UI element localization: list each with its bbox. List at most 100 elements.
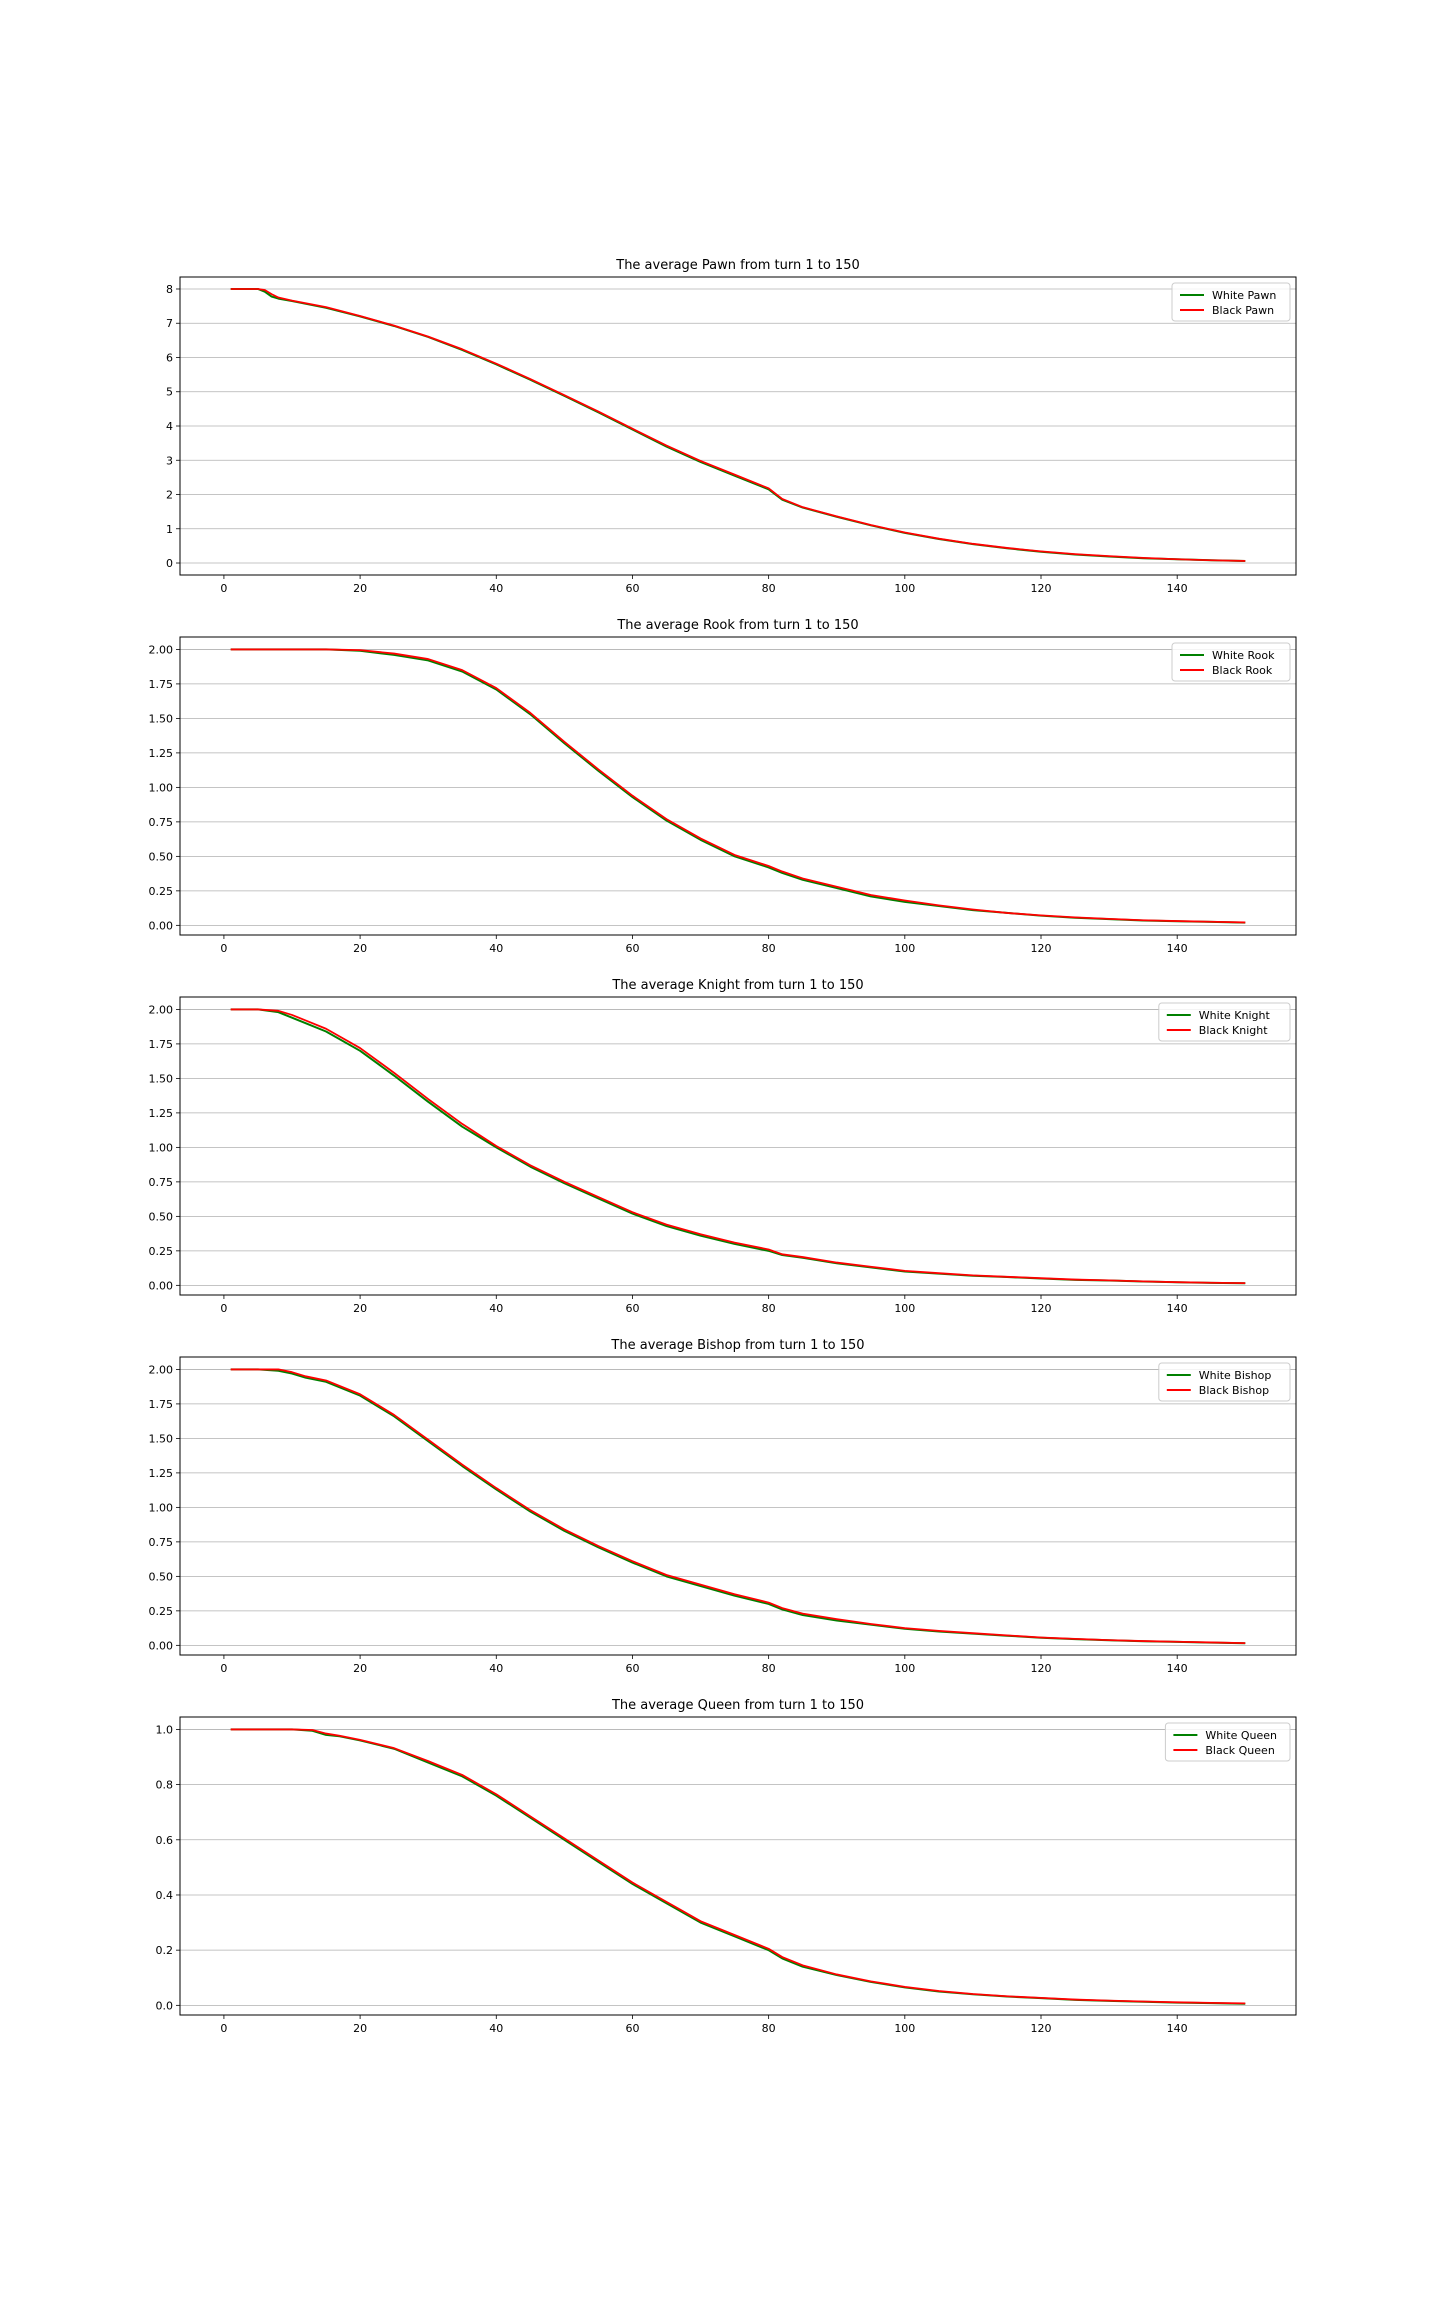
y-tick-label: 0.75 <box>149 1176 174 1189</box>
series-line-black-bishop <box>230 1368 1246 1645</box>
x-tick-label: 40 <box>489 942 503 955</box>
x-tick-label: 0 <box>220 942 227 955</box>
axes-frame <box>179 636 1297 936</box>
y-tick-label: 0.25 <box>149 1605 174 1618</box>
y-tick-label: 2.00 <box>149 1003 174 1016</box>
x-tick-label: 120 <box>1031 2022 1052 2035</box>
x-tick-label: 60 <box>625 942 639 955</box>
legend-label: Black Rook <box>1212 664 1273 677</box>
legend-label: White Queen <box>1205 1729 1277 1742</box>
y-tick-label: 1.75 <box>149 678 174 691</box>
y-tick-label: 2.00 <box>149 1363 174 1376</box>
series-line-black-knight <box>230 1008 1246 1285</box>
x-tick-label: 60 <box>625 1302 639 1315</box>
chart-title: The average Pawn from turn 1 to 150 <box>615 258 860 273</box>
x-tick-label: 40 <box>489 1302 503 1315</box>
legend-label: White Bishop <box>1199 1369 1272 1382</box>
y-tick-label: 1.50 <box>149 712 174 725</box>
x-tick-label: 80 <box>762 1662 776 1675</box>
legend-label: White Knight <box>1199 1009 1271 1022</box>
legend-label: Black Bishop <box>1199 1384 1269 1397</box>
legend-box <box>1164 1722 1291 1762</box>
y-tick-label: 2.00 <box>149 643 174 656</box>
legend: White Rook Black Rook <box>1171 642 1291 682</box>
y-tick-label: 1.00 <box>149 781 174 794</box>
x-tick-label: 120 <box>1031 1662 1052 1675</box>
y-tick-label: 1.75 <box>149 1398 174 1411</box>
y-tick-label: 1.25 <box>149 1467 174 1480</box>
y-tick-label: 0.0 <box>156 1999 174 2012</box>
x-tick-label: 140 <box>1167 1302 1188 1315</box>
y-tick-label: 0.2 <box>156 1944 174 1957</box>
chart-3: The average Knight from turn 1 to 150 0.0… <box>149 978 1297 1315</box>
x-tick-label: 120 <box>1031 582 1052 595</box>
x-tick-label: 80 <box>762 2022 776 2035</box>
x-tick-label: 20 <box>353 942 367 955</box>
x-tick-label: 60 <box>625 582 639 595</box>
chart-title: The average Knight from turn 1 to 150 <box>611 978 863 993</box>
legend-label: White Pawn <box>1212 289 1276 302</box>
legend-box <box>1158 1002 1291 1042</box>
x-tick-label: 40 <box>489 1662 503 1675</box>
y-tick-label: 0.50 <box>149 1210 174 1223</box>
x-tick-label: 100 <box>894 1302 915 1315</box>
legend: White Bishop Black Bishop <box>1158 1362 1291 1402</box>
x-tick-label: 120 <box>1031 1302 1052 1315</box>
y-tick-label: 1 <box>166 523 173 536</box>
x-tick-label: 80 <box>762 582 776 595</box>
axes-frame <box>179 996 1297 1296</box>
chart-title: The average Rook from turn 1 to 150 <box>616 618 858 633</box>
x-tick-label: 140 <box>1167 582 1188 595</box>
y-tick-label: 4 <box>166 420 173 433</box>
chart-2: The average Rook from turn 1 to 150 0.00 0… <box>149 618 1297 955</box>
y-tick-label: 1.75 <box>149 1038 174 1051</box>
y-tick-label: 1.0 <box>156 1723 174 1736</box>
series-line-black-queen <box>230 1728 1246 2005</box>
legend-label: White Rook <box>1212 649 1275 662</box>
series-line-white-queen <box>230 1728 1246 2005</box>
series-line-black-rook <box>230 648 1246 924</box>
y-tick-label: 7 <box>166 317 173 330</box>
x-tick-label: 20 <box>353 582 367 595</box>
x-tick-label: 100 <box>894 2022 915 2035</box>
x-tick-label: 0 <box>220 1662 227 1675</box>
y-tick-label: 2 <box>166 489 173 502</box>
y-tick-label: 1.50 <box>149 1432 174 1445</box>
y-tick-label: 0.00 <box>149 1279 174 1292</box>
series-line-white-pawn <box>230 287 1246 562</box>
y-tick-label: 0.00 <box>149 919 174 932</box>
y-tick-label: 1.25 <box>149 1107 174 1120</box>
y-tick-label: 0.4 <box>156 1889 174 1902</box>
axes-frame <box>179 276 1297 576</box>
chart-1: The average Pawn from turn 1 to 150 0 1 2 3 4… <box>166 258 1297 595</box>
axes-frame <box>179 1356 1297 1656</box>
axes-frame <box>179 1716 1297 2016</box>
legend-box <box>1171 642 1291 682</box>
y-tick-label: 0.50 <box>149 1570 174 1583</box>
x-tick-label: 0 <box>220 582 227 595</box>
y-tick-label: 5 <box>166 386 173 399</box>
chart-title: The average Queen from turn 1 to 150 <box>611 1698 864 1713</box>
legend: White Pawn Black Pawn <box>1171 282 1291 322</box>
chart-4: The average Bishop from turn 1 to 150 0.0… <box>149 1338 1297 1675</box>
x-tick-label: 0 <box>220 1302 227 1315</box>
x-tick-label: 100 <box>894 582 915 595</box>
legend-label: Black Queen <box>1205 1744 1274 1757</box>
chart-5: The average Queen from turn 1 to 150 0.0 0… <box>156 1698 1297 2035</box>
x-tick-label: 140 <box>1167 2022 1188 2035</box>
x-tick-label: 60 <box>625 1662 639 1675</box>
x-tick-label: 140 <box>1167 942 1188 955</box>
legend: White Knight Black Knight <box>1158 1002 1291 1042</box>
chart-title: The average Bishop from turn 1 to 150 <box>610 1338 864 1353</box>
y-tick-label: 0.25 <box>149 1245 174 1258</box>
x-tick-label: 80 <box>762 942 776 955</box>
y-tick-label: 1.25 <box>149 747 174 760</box>
y-tick-label: 0 <box>166 557 173 570</box>
y-tick-label: 0.75 <box>149 816 174 829</box>
y-tick-label: 1.50 <box>149 1072 174 1085</box>
x-tick-label: 20 <box>353 1662 367 1675</box>
x-tick-label: 40 <box>489 582 503 595</box>
series-line-white-bishop <box>230 1368 1246 1645</box>
y-tick-label: 0.6 <box>156 1834 174 1847</box>
